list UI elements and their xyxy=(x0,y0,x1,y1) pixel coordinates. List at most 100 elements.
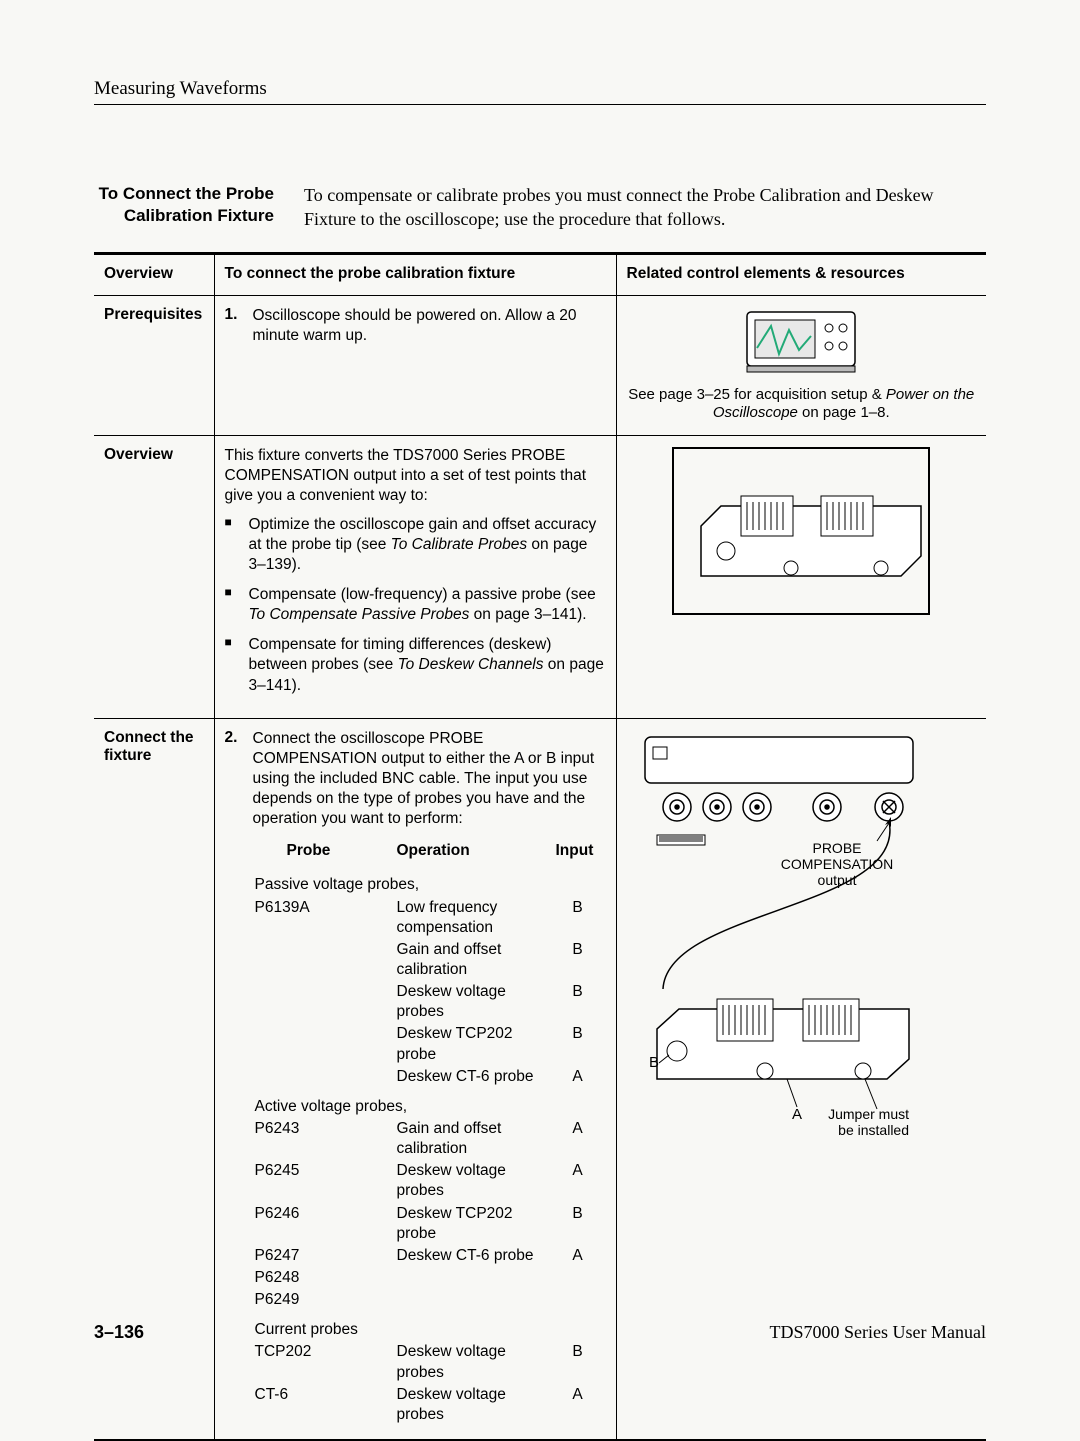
manual-title: TDS7000 Series User Manual xyxy=(770,1322,986,1343)
overview-lead: This fixture converts the TDS7000 Series… xyxy=(225,446,606,506)
procedure-table: Overview To connect the probe calibratio… xyxy=(94,252,986,1441)
ov-b3b: To Deskew Channels xyxy=(398,656,544,673)
pt-r9-o: Deskew CT-6 probe xyxy=(397,1246,554,1266)
step-1-number: 1. xyxy=(225,306,243,346)
ov-b2b: To Compensate Passive Probes xyxy=(249,606,470,623)
pt-group-passive: Passive voltage probes, xyxy=(255,867,604,895)
table-row: Deskew CT-6 probeA xyxy=(255,1067,604,1087)
pt-r6-i: A xyxy=(556,1119,604,1159)
table-row: Deskew TCP202 probeB xyxy=(255,1024,604,1064)
pt-r5-p xyxy=(255,1067,395,1087)
running-header: Measuring Waveforms xyxy=(94,78,986,105)
step-1-text: Oscilloscope should be powered on. Allow… xyxy=(253,306,606,346)
fig-jumper-l1: Jumper must xyxy=(828,1106,909,1122)
fixture-icon xyxy=(671,446,931,616)
intro-paragraph: To compensate or calibrate probes you mu… xyxy=(304,183,986,232)
pt-r11-p: P6249 xyxy=(255,1290,395,1310)
pt-r4-p xyxy=(255,1024,395,1064)
pt-r1-o: Low frequency compensation xyxy=(397,898,554,938)
row-overview: Overview This fixture converts the TDS70… xyxy=(94,436,986,719)
pt-r4-i: B xyxy=(556,1024,604,1064)
label-overview: Overview xyxy=(94,436,214,719)
pt-r3-o: Deskew voltage probes xyxy=(397,982,554,1022)
pt-r5-i: A xyxy=(556,1067,604,1087)
section-intro: To Connect the Probe Calibration Fixture… xyxy=(94,183,986,232)
th-overview: Overview xyxy=(94,253,214,295)
table-row: P6247Deskew CT-6 probeA xyxy=(255,1246,604,1266)
step-1: 1. Oscilloscope should be powered on. Al… xyxy=(225,306,606,346)
intro-heading-line2: Calibration Fixture xyxy=(94,205,274,227)
fig-label-b: B xyxy=(649,1054,659,1071)
page-number: 3–136 xyxy=(94,1322,144,1343)
ov-b2c: on page 3–141). xyxy=(469,606,586,623)
th-related: Related control elements & resources xyxy=(616,253,986,295)
th-procedure: To connect the probe calibration fixture xyxy=(214,253,616,295)
table-row: Gain and offset calibrationB xyxy=(255,940,604,980)
pt-r2-o: Gain and offset calibration xyxy=(397,940,554,980)
pt-r2-p xyxy=(255,940,395,980)
pt-r13-i: A xyxy=(556,1385,604,1425)
pt-r6-o: Gain and offset calibration xyxy=(397,1119,554,1159)
pt-r9-i: A xyxy=(556,1246,604,1266)
prereq-caption: See page 3–25 for acquisition setup & Po… xyxy=(627,386,977,424)
table-row: P6139ALow frequency compensationB xyxy=(255,898,604,938)
pt-r1-i: B xyxy=(556,898,604,938)
pt-th-probe: Probe xyxy=(255,841,395,865)
pt-r7-i: A xyxy=(556,1161,604,1201)
ov-b1b: To Calibrate Probes xyxy=(391,536,527,553)
table-row: P6243Gain and offset calibrationA xyxy=(255,1119,604,1159)
step-2-text: Connect the oscilloscope PROBE COMPENSAT… xyxy=(253,729,606,830)
pt-r9-p: P6247 xyxy=(255,1246,395,1266)
pt-r4-o: Deskew TCP202 probe xyxy=(397,1024,554,1064)
pt-r7-o: Deskew voltage probes xyxy=(397,1161,554,1201)
intro-heading: To Connect the Probe Calibration Fixture xyxy=(94,183,274,232)
table-row: Deskew voltage probesB xyxy=(255,982,604,1022)
pt-r10-i xyxy=(556,1268,604,1288)
pt-r8-o: Deskew TCP202 probe xyxy=(397,1204,554,1244)
pt-r12-i: B xyxy=(556,1342,604,1382)
fig-label-a: A xyxy=(791,1106,801,1123)
label-connect-l1: Connect the xyxy=(104,729,204,747)
overview-bullet-1: Optimize the oscilloscope gain and offse… xyxy=(225,515,606,575)
pt-th-op: Operation xyxy=(397,841,554,865)
row-prerequisites: Prerequisites 1. Oscilloscope should be … xyxy=(94,295,986,436)
pt-r7-p: P6245 xyxy=(255,1161,395,1201)
ov-b2a: Compensate (low-frequency) a passive pro… xyxy=(249,586,596,603)
overview-bullet-2: Compensate (low-frequency) a passive pro… xyxy=(225,585,606,625)
pt-r5-o: Deskew CT-6 probe xyxy=(397,1067,554,1087)
pt-r11-o xyxy=(397,1290,554,1310)
pt-r13-p: CT-6 xyxy=(255,1385,395,1425)
prereq-cap-c: on page 1–8. xyxy=(798,404,890,421)
pt-r10-o xyxy=(397,1268,554,1288)
intro-heading-line1: To Connect the Probe xyxy=(94,183,274,205)
table-header-row: Overview To connect the probe calibratio… xyxy=(94,253,986,295)
prereq-cap-a: See page 3–25 for acquisition setup & xyxy=(628,386,886,403)
table-row: CT-6Deskew voltage probesA xyxy=(255,1385,604,1425)
pt-r6-p: P6243 xyxy=(255,1119,395,1159)
pt-r12-o: Deskew voltage probes xyxy=(397,1342,554,1382)
table-row: TCP202Deskew voltage probesB xyxy=(255,1342,604,1382)
pt-r8-p: P6246 xyxy=(255,1204,395,1244)
pt-r3-p xyxy=(255,982,395,1022)
fig-probe-l2: COMPENSATION xyxy=(780,856,893,872)
pt-r12-p: TCP202 xyxy=(255,1342,395,1382)
pt-r8-i: B xyxy=(556,1204,604,1244)
pt-r13-o: Deskew voltage probes xyxy=(397,1385,554,1425)
fig-jumper-l2: be installed xyxy=(838,1122,909,1138)
pt-th-in: Input xyxy=(556,841,604,865)
label-prerequisites: Prerequisites xyxy=(94,295,214,436)
overview-bullet-3: Compensate for timing differences (deske… xyxy=(225,635,606,695)
pt-group-active: Active voltage probes, xyxy=(255,1089,604,1117)
table-row: P6245Deskew voltage probesA xyxy=(255,1161,604,1201)
pt-r3-i: B xyxy=(556,982,604,1022)
page-footer: 3–136 TDS7000 Series User Manual xyxy=(94,1322,986,1343)
pt-r11-i xyxy=(556,1290,604,1310)
fig-probe-l1: PROBE xyxy=(812,840,861,856)
connection-diagram-icon: PROBE COMPENSATION output xyxy=(627,729,927,1169)
oscilloscope-icon xyxy=(741,306,861,378)
table-row: P6246Deskew TCP202 probeB xyxy=(255,1204,604,1244)
table-row: P6248 xyxy=(255,1268,604,1288)
label-connect-l2: fixture xyxy=(104,747,204,765)
pt-r10-p: P6248 xyxy=(255,1268,395,1288)
table-row: P6249 xyxy=(255,1290,604,1310)
